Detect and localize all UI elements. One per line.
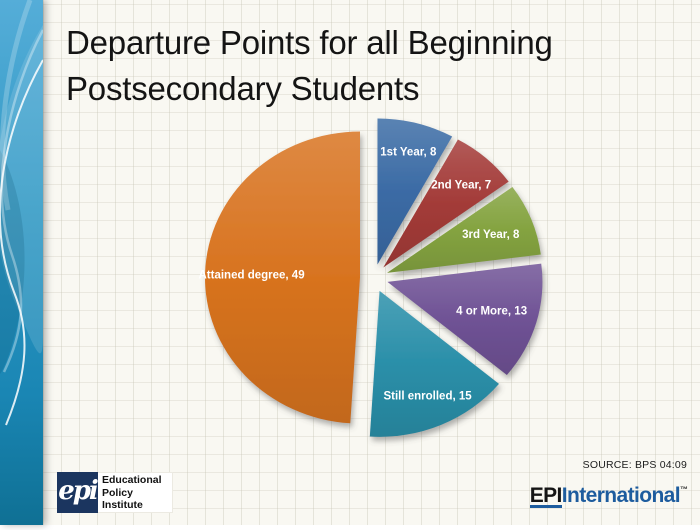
pie-slice-label: 2nd Year, 7 <box>431 179 491 191</box>
pie-slice-label: 4 or More, 13 <box>456 305 527 317</box>
pie-slice-4-or-more <box>387 263 543 375</box>
pie-slice-2nd-year <box>383 139 509 268</box>
epi-logo-text-line: Educational <box>102 474 162 487</box>
page-title: Departure Points for all Beginning Posts… <box>66 20 666 112</box>
sidebar-swirl-art <box>0 0 45 525</box>
pie-slice-label: 1st Year, 8 <box>380 146 437 158</box>
pie-slice-label: 3rd Year, 8 <box>462 229 520 241</box>
epiinternational-logo-epi: EPI <box>529 484 562 508</box>
epiinternational-logo: EPIInternational™ <box>529 484 688 508</box>
pie-slice-attained-degree <box>205 131 361 424</box>
pie-slice-label: Still enrolled, 15 <box>383 390 472 402</box>
pie-slice-label: Attained degree, 49 <box>199 269 305 281</box>
page-title-line2: Postsecondary Students <box>66 70 420 107</box>
sidebar-graphic <box>0 0 45 525</box>
pie-slice-1st-year <box>377 118 453 265</box>
epi-logo-text-line: Policy <box>102 486 133 499</box>
epi-logo-text: Educational Policy Institute <box>98 472 173 513</box>
epi-logo-mark: epi <box>57 472 99 513</box>
pie-slice-still-enrolled <box>369 290 499 437</box>
source-note: SOURCE: BPS 04:09 <box>582 459 687 471</box>
epi-logo: epi Educational Policy Institute <box>57 472 173 513</box>
epiinternational-logo-international: International <box>561 484 681 507</box>
epi-logo-text-line: Institute <box>102 499 143 512</box>
page-title-line1: Departure Points for all Beginning <box>66 24 553 61</box>
pie-slice-3rd-year <box>387 187 541 273</box>
trademark-symbol: ™ <box>680 485 688 494</box>
